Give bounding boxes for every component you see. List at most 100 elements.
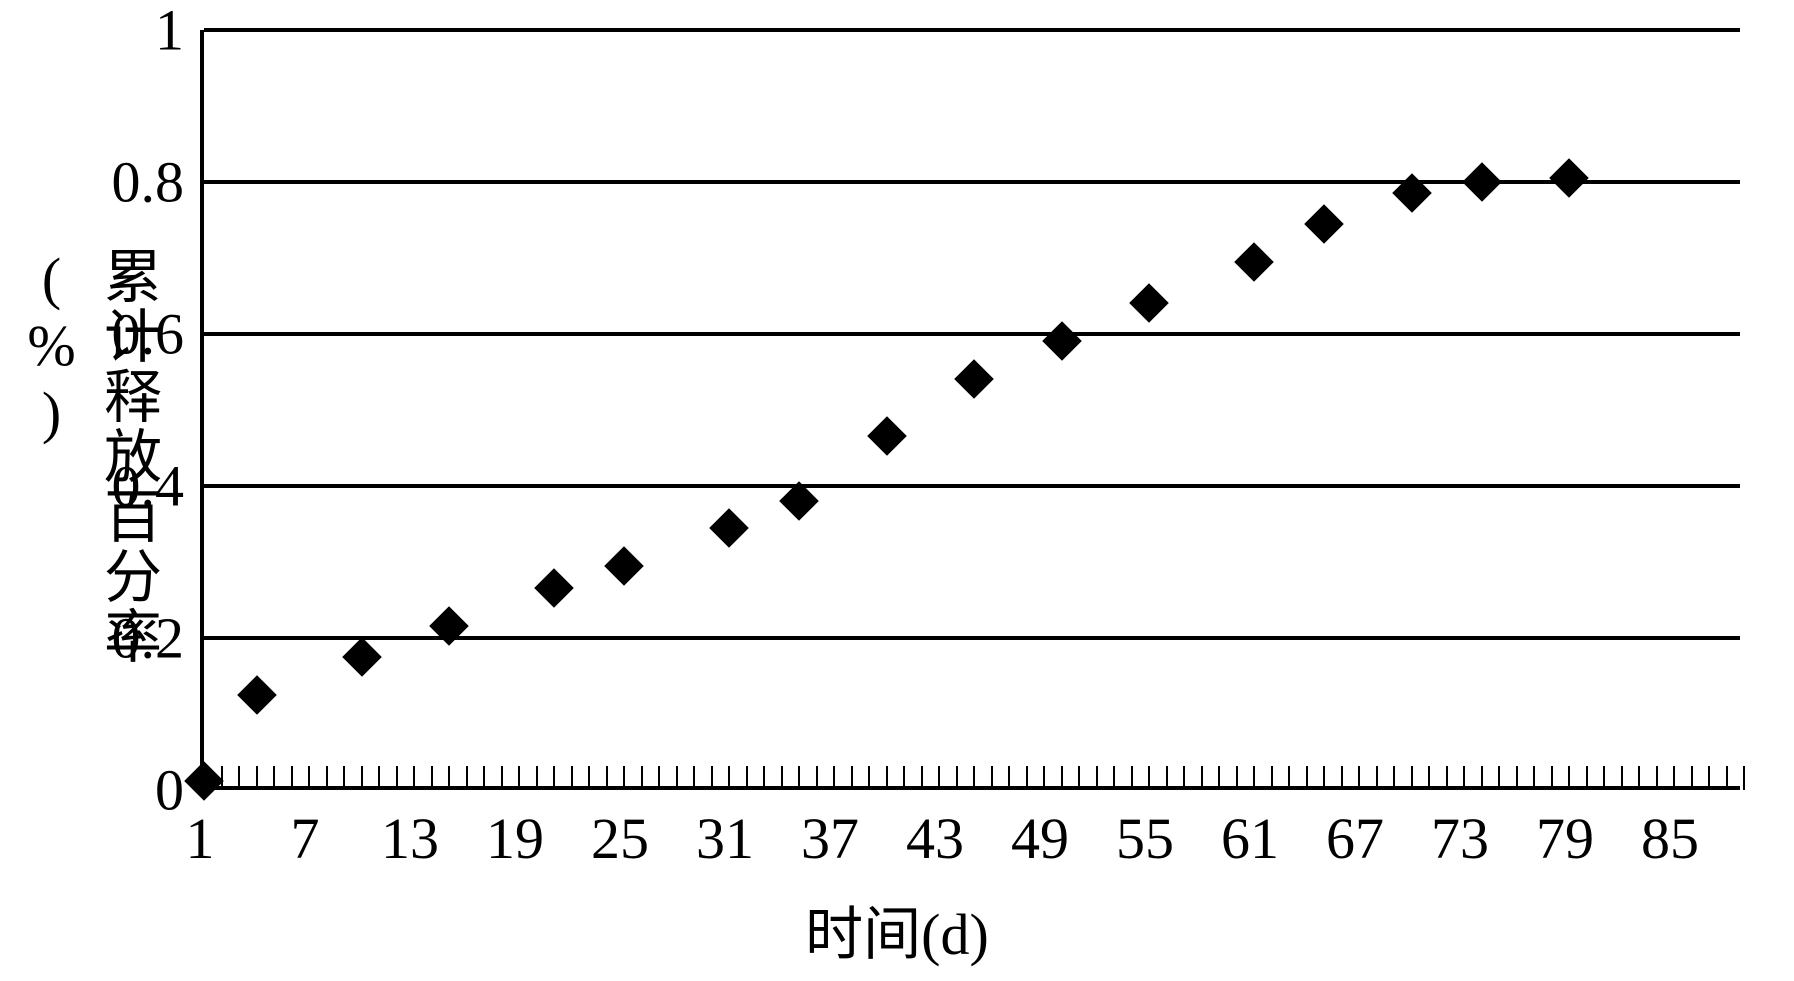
x-minor-tick: [1271, 766, 1273, 790]
x-minor-tick: [973, 766, 975, 790]
x-minor-tick: [1411, 766, 1413, 790]
data-marker: [429, 607, 469, 647]
gridline-y: [204, 484, 1740, 488]
x-minor-tick: [238, 766, 240, 790]
data-marker: [1234, 242, 1274, 282]
x-minor-tick: [1288, 766, 1290, 790]
x-minor-tick: [606, 766, 608, 790]
x-tick-label: 73: [1431, 805, 1489, 872]
x-minor-tick: [833, 766, 835, 790]
x-minor-tick: [1656, 766, 1658, 790]
x-minor-tick: [1323, 766, 1325, 790]
x-tick-label: 31: [696, 805, 754, 872]
data-marker: [342, 637, 382, 677]
x-minor-tick: [343, 766, 345, 790]
x-minor-tick: [361, 766, 363, 790]
x-minor-tick: [483, 766, 485, 790]
x-minor-tick: [991, 766, 993, 790]
x-minor-tick: [396, 766, 398, 790]
x-minor-tick: [658, 766, 660, 790]
x-minor-tick: [448, 766, 450, 790]
x-minor-tick: [588, 766, 590, 790]
x-tick-label: 43: [906, 805, 964, 872]
x-tick-label: 7: [291, 805, 320, 872]
x-minor-tick: [1428, 766, 1430, 790]
x-tick-label: 79: [1536, 805, 1594, 872]
x-minor-tick: [291, 766, 293, 790]
x-minor-tick: [1708, 766, 1710, 790]
y-tick-label: 0: [44, 757, 184, 824]
x-minor-tick: [816, 766, 818, 790]
x-minor-tick: [1638, 766, 1640, 790]
x-minor-tick: [536, 766, 538, 790]
x-tick-label: 49: [1011, 805, 1069, 872]
data-marker: [1549, 158, 1589, 198]
data-marker: [604, 546, 644, 586]
x-minor-tick: [1061, 766, 1063, 790]
x-minor-tick: [1743, 766, 1745, 790]
x-minor-tick: [1586, 766, 1588, 790]
data-marker: [1042, 322, 1082, 362]
x-minor-tick: [1096, 766, 1098, 790]
x-minor-tick: [1673, 766, 1675, 790]
x-minor-tick: [518, 766, 520, 790]
x-minor-tick: [1376, 766, 1378, 790]
x-minor-tick: [256, 766, 258, 790]
gridline-y: [204, 332, 1740, 336]
x-minor-tick: [1201, 766, 1203, 790]
x-minor-tick: [1026, 766, 1028, 790]
y-tick-label: 1: [44, 0, 184, 64]
x-minor-tick: [1218, 766, 1220, 790]
x-minor-tick: [1253, 766, 1255, 790]
x-minor-tick: [1621, 766, 1623, 790]
x-minor-tick: [868, 766, 870, 790]
x-tick-label: 37: [801, 805, 859, 872]
x-minor-tick: [1481, 766, 1483, 790]
x-minor-tick: [1446, 766, 1448, 790]
x-minor-tick: [308, 766, 310, 790]
x-minor-tick: [378, 766, 380, 790]
x-tick-label: 1: [186, 805, 215, 872]
x-minor-tick: [413, 766, 415, 790]
y-tick-label: 0.8: [44, 149, 184, 216]
x-minor-tick: [1463, 766, 1465, 790]
x-minor-tick: [781, 766, 783, 790]
data-marker: [1462, 162, 1502, 202]
x-minor-tick: [728, 766, 730, 790]
x-minor-tick: [1533, 766, 1535, 790]
x-minor-tick: [571, 766, 573, 790]
x-tick-label: 19: [486, 805, 544, 872]
y-tick-label: 0.4: [44, 453, 184, 520]
x-minor-tick: [1166, 766, 1168, 790]
x-minor-tick: [1008, 766, 1010, 790]
gridline-y: [204, 636, 1740, 640]
x-minor-tick: [1183, 766, 1185, 790]
x-tick-label: 13: [381, 805, 439, 872]
x-minor-tick: [886, 766, 888, 790]
x-minor-tick: [1341, 766, 1343, 790]
x-minor-tick: [553, 766, 555, 790]
data-marker: [954, 360, 994, 400]
data-marker: [237, 675, 277, 715]
x-minor-tick: [1078, 766, 1080, 790]
x-minor-tick: [763, 766, 765, 790]
x-minor-tick: [1551, 766, 1553, 790]
x-minor-tick: [641, 766, 643, 790]
y-tick-label: 0.2: [44, 605, 184, 672]
x-tick-label: 67: [1326, 805, 1384, 872]
x-minor-tick: [1131, 766, 1133, 790]
x-minor-tick: [1148, 766, 1150, 790]
data-marker: [1304, 204, 1344, 244]
x-minor-tick: [1516, 766, 1518, 790]
x-minor-tick: [851, 766, 853, 790]
x-axis-label: 时间(d): [805, 887, 989, 971]
x-tick-label: 25: [591, 805, 649, 872]
data-marker: [1129, 284, 1169, 324]
data-marker: [534, 569, 574, 609]
gridline-y: [204, 180, 1740, 184]
x-minor-tick: [1113, 766, 1115, 790]
x-minor-tick: [1043, 766, 1045, 790]
x-minor-tick: [1236, 766, 1238, 790]
x-minor-tick: [326, 766, 328, 790]
x-minor-tick: [466, 766, 468, 790]
